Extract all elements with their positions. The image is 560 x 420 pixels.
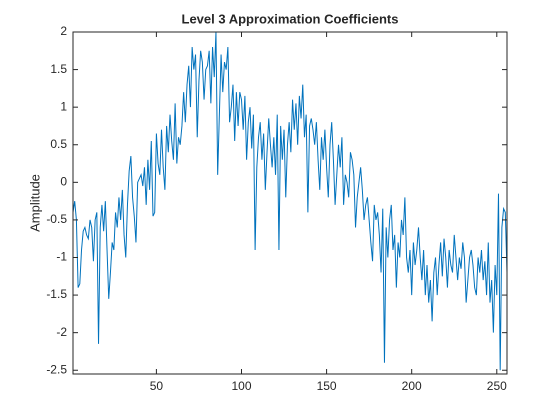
y-axis-label: Amplitude — [27, 174, 42, 232]
y-tick-label: -1 — [56, 250, 67, 264]
y-tick-label: -2.5 — [46, 362, 67, 376]
y-tick-label: 1.5 — [50, 62, 67, 76]
x-tick-label: 50 — [150, 379, 164, 393]
axes-box — [72, 31, 508, 375]
y-tick-label: -2 — [56, 325, 67, 339]
y-tick-label: 2 — [60, 24, 67, 38]
y-tick-label: 0 — [60, 175, 67, 189]
y-tick-label: 1 — [60, 99, 67, 113]
y-tick-label: -0.5 — [46, 212, 67, 226]
y-tick-label: 0.5 — [50, 137, 67, 151]
x-tick-label: 200 — [402, 379, 422, 393]
chart-title: Level 3 Approximation Coefficients — [182, 11, 399, 26]
x-tick-label: 150 — [317, 379, 337, 393]
x-tick-label: 250 — [487, 379, 507, 393]
y-tick-label: -1.5 — [46, 287, 67, 301]
data-line — [73, 32, 507, 371]
x-tick-label: 100 — [231, 379, 251, 393]
